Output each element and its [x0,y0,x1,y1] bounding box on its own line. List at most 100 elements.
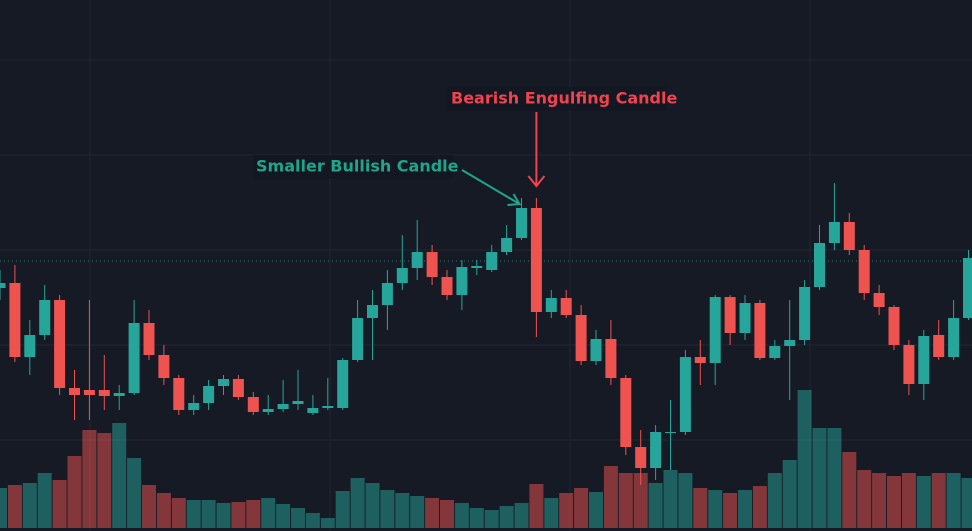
volume-bar [22,483,37,528]
candle-body [799,287,811,340]
candle-body [873,293,885,307]
volume-bar [827,428,842,528]
candle-body [605,339,617,378]
volume-bar [425,498,440,528]
volume-bar [37,473,52,528]
candle-body [694,357,706,363]
volume-bar [723,493,738,528]
volume-bar [52,480,67,528]
volume-bar [97,433,112,528]
annotation: Smaller Bullish Candle [256,157,459,176]
candle-body [620,378,632,447]
volume-bar [633,473,648,528]
candle-body [232,379,244,397]
candle-body [396,268,408,283]
candle-body [307,408,319,413]
volume-bar [320,518,335,528]
volume-bar [603,466,618,528]
volume-bar [752,486,767,528]
candle-body [590,339,602,361]
candle-body [322,406,334,408]
volume-bar [797,390,812,528]
volume-bar [693,488,708,528]
candle-body [575,315,587,361]
volume-bar [857,470,872,528]
candle-body [426,252,438,277]
volume-layer [0,390,972,528]
candle-body [739,303,751,333]
volume-bar [335,491,350,528]
volume-bar [0,488,7,528]
candle-body [113,393,125,396]
volume-bar [82,430,97,528]
candle-body [828,222,840,243]
candle-body [9,283,21,357]
volume-bar [454,503,469,528]
candle-body [769,346,781,358]
volume-bar [261,498,276,528]
candle-body [456,267,468,295]
volume-bar [231,502,246,528]
volume-bar [648,483,663,528]
volume-bar [484,510,499,528]
volume-bar [156,493,171,528]
volume-bar [171,498,186,528]
candle-body [545,298,557,312]
candle-body [337,360,349,408]
candle-body [69,388,80,395]
volume-bar [887,476,901,528]
candle-body [516,208,527,238]
candle-body [724,297,736,333]
candle-body [918,336,930,384]
candle-body [486,252,498,270]
volume-bar [216,503,231,528]
candle-body [441,277,453,295]
candle-body [173,378,185,410]
candle-body [530,208,542,312]
volume-bar [350,478,365,528]
candle-body [784,340,796,346]
volume-bar [514,503,529,528]
volume-bar [946,473,961,528]
candle-body [0,283,6,288]
volume-bar [916,476,931,528]
volume-bar [410,496,425,528]
candle-body [262,409,274,412]
volume-bar [305,513,320,528]
candle-layer [0,183,972,485]
volume-bar [127,458,142,528]
annotation: Bearish Engulfing Candle [451,89,677,108]
volume-bar [618,473,633,528]
volume-bar [901,473,916,528]
volume-bar [961,478,972,528]
candle-body [903,345,915,384]
volume-bar [529,484,544,528]
label-bg [253,155,453,179]
candle-body [650,432,662,468]
candle-body [158,355,170,378]
volume-bar [499,506,514,528]
volume-bar [380,490,395,528]
candle-body [143,323,155,355]
candle-body [963,258,972,318]
candle-body [98,390,110,396]
volume-bar [812,428,827,528]
volume-bar [544,498,559,528]
volume-bar [142,485,156,528]
volume-bar [678,473,693,528]
volume-bar [574,488,589,528]
candle-body [218,379,229,386]
volume-bar [291,508,305,528]
candle-body [24,335,36,357]
candle-body [381,283,393,305]
candle-body [292,401,304,404]
volume-bar [67,456,82,528]
candle-body [560,298,572,315]
candle-body [635,447,647,468]
candle-body [83,390,95,395]
volume-bar [246,500,261,528]
volume-bar [782,460,797,528]
candle-body [754,303,766,358]
arrow [461,169,522,206]
